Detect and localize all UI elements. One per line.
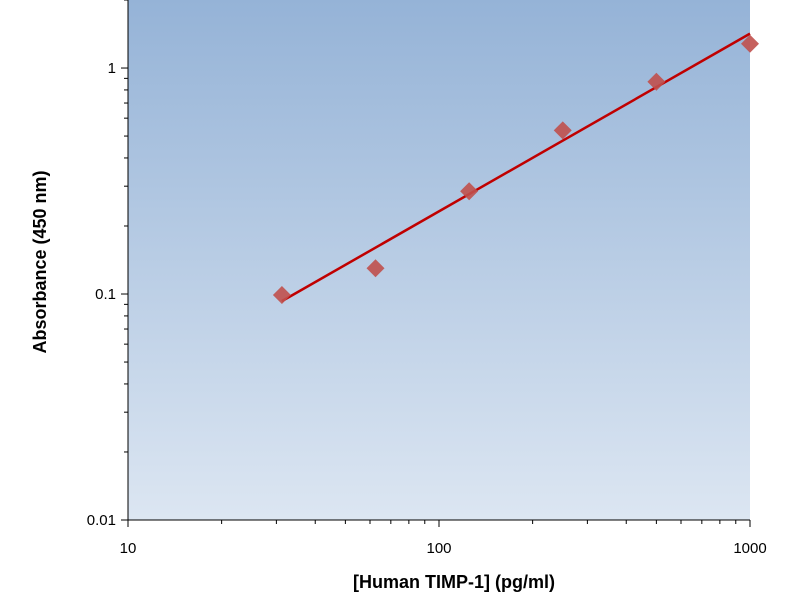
x-tick-label: 10 <box>120 540 137 557</box>
x-tick-label: 100 <box>426 540 451 557</box>
data-point <box>647 72 666 91</box>
y-tick-label: 0.1 <box>95 286 116 303</box>
data-point <box>553 121 572 140</box>
x-axis-title: [Human TIMP-1] (pg/ml) <box>353 572 555 592</box>
data-point <box>741 34 759 53</box>
y-axis-ticks: 0.01 0.1 1 <box>87 0 128 529</box>
plot-area <box>128 0 750 520</box>
y-axis-title: Absorbance (450 nm) <box>30 170 50 353</box>
data-point <box>460 182 479 201</box>
y-tick-label: 1 <box>108 60 116 77</box>
y-tick-label: 0.01 <box>87 512 116 529</box>
x-tick-label: 1000 <box>733 540 766 557</box>
trendline <box>281 32 751 303</box>
data-point <box>272 286 291 305</box>
trendline-layer <box>281 32 751 303</box>
data-points <box>272 34 759 305</box>
data-point <box>366 259 385 278</box>
x-axis-ticks: 10 100 1000 <box>120 520 767 557</box>
